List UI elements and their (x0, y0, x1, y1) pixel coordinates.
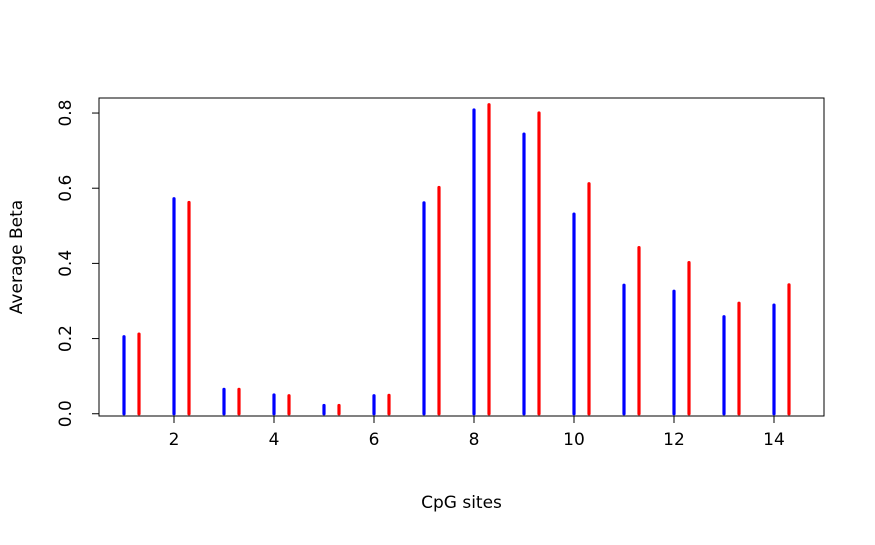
x-tick-label-14: 14 (763, 430, 785, 450)
x-axis: 2 4 6 8 10 12 14 (169, 415, 785, 450)
x-tick-label-12: 12 (663, 430, 685, 450)
bars-group (122, 103, 791, 416)
y-tick-label-4: 0.8 (56, 100, 76, 127)
y-axis-title: Average Beta (7, 200, 27, 314)
x-tick-label-6: 6 (369, 430, 380, 450)
y-axis: 0.0 0.2 0.4 0.6 0.8 (56, 100, 100, 427)
y-tick-label-1: 0.2 (56, 325, 76, 352)
x-tick-label-8: 8 (469, 430, 480, 450)
plot-frame (98, 97, 825, 417)
y-tick-label-3: 0.6 (56, 175, 76, 202)
x-tick-label-4: 4 (269, 430, 280, 450)
x-axis-title: CpG sites (421, 493, 502, 513)
x-tick-label-10: 10 (563, 430, 585, 450)
x-tick-label-2: 2 (169, 430, 180, 450)
y-tick-label-2: 0.4 (56, 250, 76, 277)
y-tick-label-0: 0.0 (56, 400, 76, 427)
